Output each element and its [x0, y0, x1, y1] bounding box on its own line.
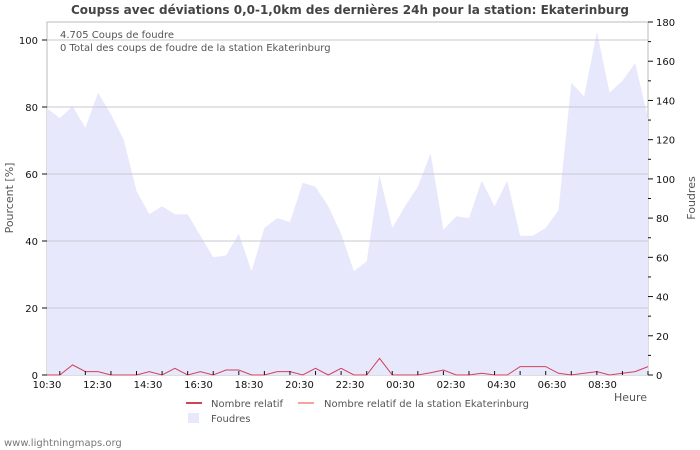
svg-text:14:30: 14:30 [134, 380, 163, 391]
foudres-area [47, 31, 648, 376]
svg-text:10:30: 10:30 [33, 380, 62, 391]
svg-text:80: 80 [25, 103, 38, 114]
svg-text:02:30: 02:30 [437, 380, 466, 391]
svg-text:100: 100 [656, 175, 675, 186]
relative-count-line [47, 357, 649, 376]
gridlines [47, 39, 648, 309]
svg-text:04:30: 04:30 [487, 380, 516, 391]
right-axis: 0 20 40 60 80 100 120 140 160 180 [648, 18, 675, 382]
legend-label-relative: Nombre relatif [211, 399, 284, 410]
svg-text:12:30: 12:30 [83, 380, 112, 391]
svg-text:20: 20 [656, 332, 669, 343]
svg-text:120: 120 [656, 136, 675, 147]
svg-text:140: 140 [656, 96, 675, 107]
legend-label-station: Nombre relatif de la station Ekaterinbur… [324, 399, 529, 410]
svg-text:80: 80 [656, 214, 669, 225]
annotation-strikes: 4.705 Coups de foudre [60, 30, 174, 41]
svg-text:40: 40 [656, 293, 669, 304]
svg-text:160: 160 [656, 57, 675, 68]
svg-text:0: 0 [32, 371, 38, 382]
svg-text:22:30: 22:30 [336, 380, 365, 391]
svg-text:60: 60 [25, 170, 38, 181]
svg-text:20:30: 20:30 [285, 380, 314, 391]
legend-swatch-foudres [188, 413, 199, 423]
left-axis: 0 20 40 60 80 100 [19, 36, 47, 382]
footer-credit: www.lightningmaps.org [4, 438, 122, 449]
left-axis-title: Pourcent [%] [3, 163, 16, 234]
svg-text:180: 180 [656, 18, 675, 29]
legend-label-foudres: Foudres [211, 414, 250, 425]
svg-text:18:30: 18:30 [235, 380, 264, 391]
svg-text:06:30: 06:30 [538, 380, 567, 391]
svg-text:40: 40 [25, 237, 38, 248]
x-axis-title: Heure [614, 391, 647, 404]
svg-text:08:30: 08:30 [588, 380, 617, 391]
right-axis-title: Foudres [685, 176, 698, 220]
svg-text:00:30: 00:30 [386, 380, 415, 391]
legend: Nombre relatif Nombre relatif de la stat… [186, 399, 529, 425]
svg-text:16:30: 16:30 [184, 380, 213, 391]
x-axis-ticks: 10:30 12:30 14:30 16:30 18:30 20:30 22:30 00:30… [33, 371, 649, 391]
svg-text:100: 100 [19, 36, 38, 47]
annotation-station-total: 0 Total des coups de foudre de la statio… [60, 43, 331, 54]
svg-text:0: 0 [656, 371, 662, 382]
chart-title: Coupss avec déviations 0,0-1,0km des der… [71, 3, 629, 17]
svg-text:60: 60 [656, 253, 669, 264]
svg-text:20: 20 [25, 304, 38, 315]
